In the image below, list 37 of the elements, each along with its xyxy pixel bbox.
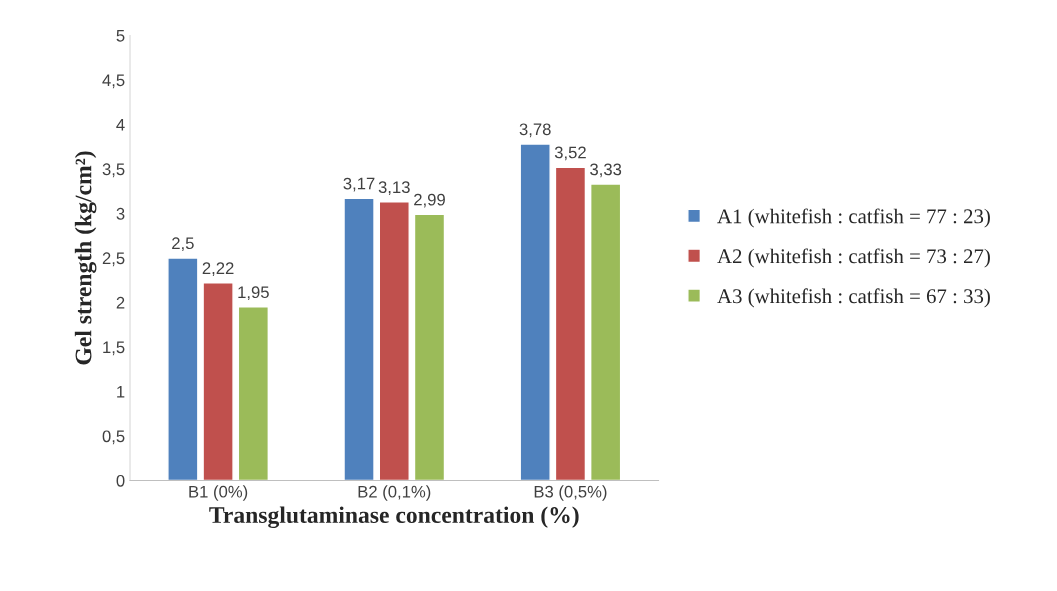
y-tick-label: 3 — [116, 207, 125, 220]
x-tick-label: B1 (0%) — [189, 485, 248, 501]
y-tick-label: 1,5 — [103, 341, 125, 356]
x-axis-title: Transglutaminase concentration (%) — [209, 506, 579, 529]
y-tick-label: 0 — [116, 474, 125, 487]
data-label: 3,13 — [378, 181, 410, 196]
legend-label: A2 (whitefish : catfish = 73 : 27) — [717, 248, 990, 268]
y-tick-label: 2,5 — [102, 252, 125, 267]
y-tick-label: 4 — [116, 119, 125, 131]
data-label: 3,78 — [519, 123, 551, 138]
bar — [589, 183, 622, 481]
y-tick-label: 1 — [117, 386, 125, 398]
y-tick-label: 0,5 — [102, 430, 125, 445]
data-label: 3,33 — [590, 163, 622, 178]
data-label: 3,52 — [554, 146, 586, 161]
bar — [343, 197, 375, 481]
bar — [413, 213, 446, 481]
data-label: 1,95 — [238, 286, 269, 301]
data-label: 3,17 — [343, 177, 375, 192]
y-tick-label: 4,5 — [102, 74, 125, 89]
y-axis-title: Gel strength (kg/cm²) — [74, 151, 97, 365]
data-label: 2,99 — [414, 193, 445, 208]
y-tick-label: 2 — [116, 296, 125, 309]
x-tick-label: B3 (0,5%) — [534, 485, 607, 501]
legend-label: A3 (whitefish : catfish = 67 : 33) — [717, 288, 990, 308]
y-tick-label: 5 — [116, 30, 125, 42]
y-tick-label: 3,5 — [102, 163, 125, 178]
bar — [519, 143, 551, 481]
bar — [554, 166, 587, 481]
bar — [202, 282, 234, 481]
bar — [378, 201, 410, 481]
bar — [237, 306, 269, 481]
bar — [167, 257, 199, 481]
legend-label: A1 (whitefish : catfish = 77 : 23) — [717, 208, 990, 228]
data-label: 2,22 — [202, 262, 234, 277]
data-label: 2,5 — [172, 237, 194, 252]
x-tick-label: B2 (0,1%) — [358, 485, 431, 501]
